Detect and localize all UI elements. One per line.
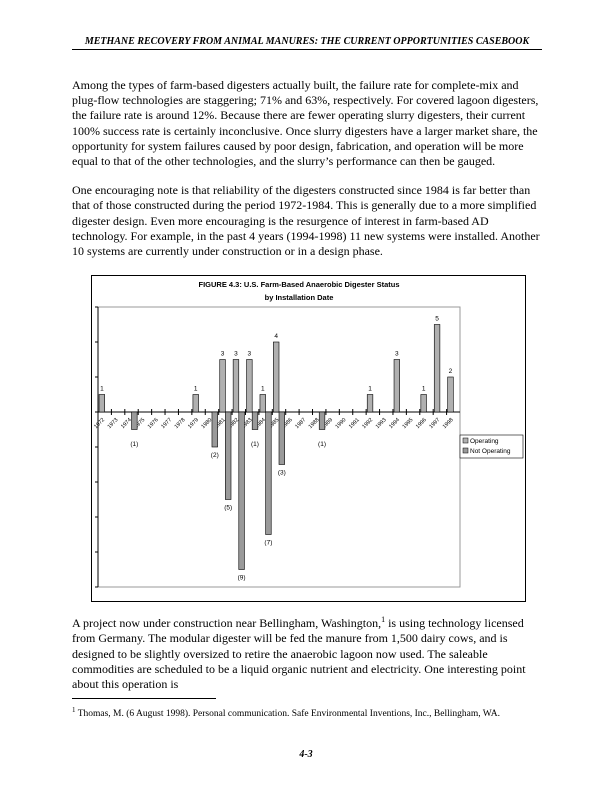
data-label: (5) — [224, 505, 232, 512]
data-label: (9) — [238, 575, 246, 582]
data-label: (2) — [211, 452, 219, 459]
data-label: (1) — [251, 441, 259, 448]
bar-not-operating — [265, 411, 272, 536]
paragraph-3: A project now under construction near Be… — [72, 616, 542, 692]
data-label: 4 — [274, 333, 278, 340]
bar-operating — [447, 376, 454, 413]
data-label: 1 — [261, 386, 265, 393]
data-label: 3 — [221, 351, 225, 358]
data-label: 3 — [248, 351, 252, 358]
paragraph-1: Among the types of farm-based digesters … — [72, 78, 539, 169]
bar-not-operating — [131, 411, 138, 431]
legend-label: Not Operating — [470, 448, 511, 455]
bar-operating — [259, 394, 266, 413]
bar-operating — [232, 359, 240, 413]
chart-title: FIGURE 4.3: U.S. Farm-Based Anaerobic Di… — [198, 280, 399, 289]
data-label: 5 — [435, 316, 439, 323]
paragraph-3-text-cont: is using technology licensed from German… — [72, 616, 526, 692]
bar-not-operating — [211, 411, 218, 448]
bar-operating — [366, 394, 374, 413]
bar-not-operating — [251, 411, 259, 431]
bar-not-operating — [278, 411, 285, 466]
data-label: 3 — [395, 351, 399, 358]
footnote-divider — [72, 698, 216, 700]
data-label: (1) — [318, 441, 326, 448]
paragraph-3-text: A project now under construction near Be… — [72, 616, 382, 631]
bar-operating — [433, 324, 441, 413]
legend — [459, 434, 524, 459]
data-label: 1 — [194, 386, 198, 393]
bar-operating — [219, 359, 226, 413]
page-number: 4-3 — [299, 749, 313, 760]
footnote: 1 Thomas, M. (6 August 1998). Personal c… — [72, 704, 542, 720]
bar-not-operating — [318, 411, 326, 431]
footnote-ref[interactable]: 1 — [381, 615, 386, 625]
footnote-mark: 1 — [72, 706, 76, 715]
running-header: METHANE RECOVERY FROM ANIMAL MANURES: TH… — [72, 36, 542, 50]
legend-label: Operating — [470, 438, 499, 445]
data-label: (1) — [130, 441, 138, 448]
text-column: METHANE RECOVERY FROM ANIMAL MANURES: TH… — [72, 36, 542, 720]
bar-not-operating — [225, 411, 232, 501]
chart-subtitle: by Installation Date — [265, 293, 334, 302]
data-label: 2 — [449, 368, 453, 375]
data-label: (3) — [278, 470, 286, 477]
data-label: 3 — [234, 351, 238, 358]
bar-operating — [273, 341, 280, 413]
data-label: (7) — [264, 540, 272, 547]
bar-operating — [246, 359, 253, 413]
legend-swatch — [462, 437, 469, 444]
bar-operating — [420, 394, 427, 413]
data-label: 1 — [100, 386, 104, 393]
data-label: 1 — [368, 386, 372, 393]
bar-operating — [98, 394, 106, 413]
chart-frame — [91, 275, 526, 603]
paragraph-2: One encouraging note is that reliability… — [72, 183, 540, 259]
footnote-text: Thomas, M. (6 August 1998). Personal com… — [75, 709, 500, 720]
bar-not-operating — [238, 411, 245, 571]
chart-container: FIGURE 4.3: U.S. Farm-Based Anaerobic Di… — [77, 275, 542, 603]
digester-status-chart: FIGURE 4.3: U.S. Farm-Based Anaerobic Di… — [77, 275, 526, 603]
data-label: 1 — [422, 386, 426, 393]
bar-operating — [192, 394, 199, 413]
legend-swatch — [462, 447, 469, 454]
bar-operating — [393, 359, 400, 413]
